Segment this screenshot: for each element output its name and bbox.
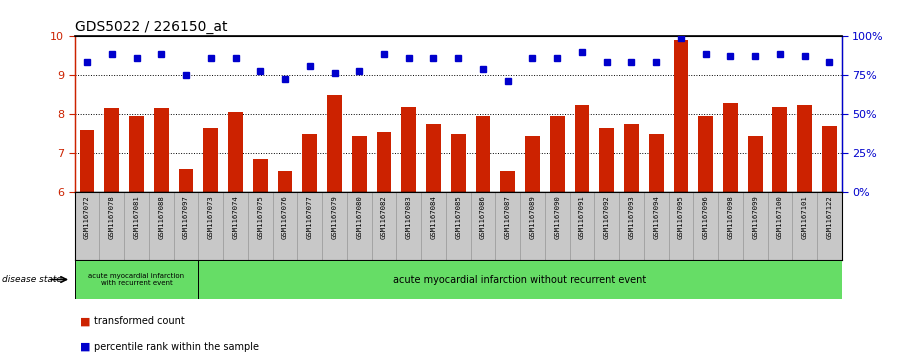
Text: GSM1167086: GSM1167086: [480, 196, 486, 240]
Bar: [773, 107, 787, 192]
Bar: [748, 136, 763, 192]
Bar: [797, 105, 812, 192]
Text: GSM1167085: GSM1167085: [456, 196, 461, 240]
Text: GSM1167077: GSM1167077: [307, 196, 312, 240]
Text: GSM1167076: GSM1167076: [282, 196, 288, 240]
Bar: [105, 109, 119, 192]
Text: GSM1167079: GSM1167079: [332, 196, 337, 240]
Bar: [500, 171, 515, 192]
Text: percentile rank within the sample: percentile rank within the sample: [94, 342, 259, 352]
Text: GSM1167096: GSM1167096: [702, 196, 709, 240]
Bar: [426, 124, 441, 192]
Text: GSM1167101: GSM1167101: [802, 196, 808, 240]
Bar: [575, 105, 589, 192]
Text: acute myocardial infarction without recurrent event: acute myocardial infarction without recu…: [394, 274, 647, 285]
Bar: [179, 169, 193, 192]
Text: GSM1167087: GSM1167087: [505, 196, 511, 240]
Text: GSM1167091: GSM1167091: [579, 196, 585, 240]
Bar: [549, 116, 565, 192]
Bar: [278, 171, 292, 192]
Text: GSM1167075: GSM1167075: [257, 196, 263, 240]
Text: GSM1167078: GSM1167078: [108, 196, 115, 240]
Text: GSM1167080: GSM1167080: [356, 196, 363, 240]
Text: GSM1167082: GSM1167082: [381, 196, 387, 240]
Text: GSM1167088: GSM1167088: [159, 196, 164, 240]
Text: GSM1167100: GSM1167100: [777, 196, 783, 240]
Text: GSM1167081: GSM1167081: [134, 196, 139, 240]
Bar: [327, 95, 342, 192]
Bar: [129, 116, 144, 192]
Bar: [451, 134, 466, 192]
Text: GSM1167092: GSM1167092: [604, 196, 609, 240]
Bar: [624, 124, 639, 192]
Text: GSM1167084: GSM1167084: [431, 196, 436, 240]
Text: GSM1167098: GSM1167098: [727, 196, 733, 240]
Bar: [352, 136, 367, 192]
Bar: [79, 130, 95, 192]
Bar: [525, 136, 540, 192]
Text: GSM1167099: GSM1167099: [752, 196, 758, 240]
Bar: [698, 116, 713, 192]
Bar: [673, 40, 689, 192]
Text: ■: ■: [80, 316, 91, 326]
Text: GSM1167074: GSM1167074: [232, 196, 239, 240]
Text: GSM1167072: GSM1167072: [84, 196, 90, 240]
Text: GSM1167090: GSM1167090: [554, 196, 560, 240]
Bar: [376, 132, 392, 192]
Bar: [402, 107, 416, 192]
Text: GSM1167089: GSM1167089: [529, 196, 536, 240]
Text: GSM1167083: GSM1167083: [405, 196, 412, 240]
Bar: [228, 113, 243, 192]
Text: transformed count: transformed count: [94, 316, 185, 326]
Bar: [199, 260, 842, 299]
Text: GSM1167122: GSM1167122: [826, 196, 833, 240]
Text: acute myocardial infarction
with recurrent event: acute myocardial infarction with recurre…: [88, 273, 185, 286]
Bar: [649, 134, 663, 192]
Bar: [75, 260, 199, 299]
Bar: [302, 134, 317, 192]
Bar: [599, 128, 614, 192]
Text: ■: ■: [80, 342, 91, 352]
Text: GSM1167094: GSM1167094: [653, 196, 660, 240]
Bar: [154, 109, 169, 192]
Bar: [476, 116, 490, 192]
Text: disease state: disease state: [2, 275, 62, 284]
Text: GSM1167097: GSM1167097: [183, 196, 189, 240]
Bar: [723, 103, 738, 192]
Text: GSM1167093: GSM1167093: [629, 196, 634, 240]
Bar: [822, 126, 837, 192]
Bar: [203, 128, 219, 192]
Text: GSM1167095: GSM1167095: [678, 196, 684, 240]
Text: GDS5022 / 226150_at: GDS5022 / 226150_at: [75, 20, 227, 34]
Bar: [253, 159, 268, 192]
Text: GSM1167073: GSM1167073: [208, 196, 214, 240]
